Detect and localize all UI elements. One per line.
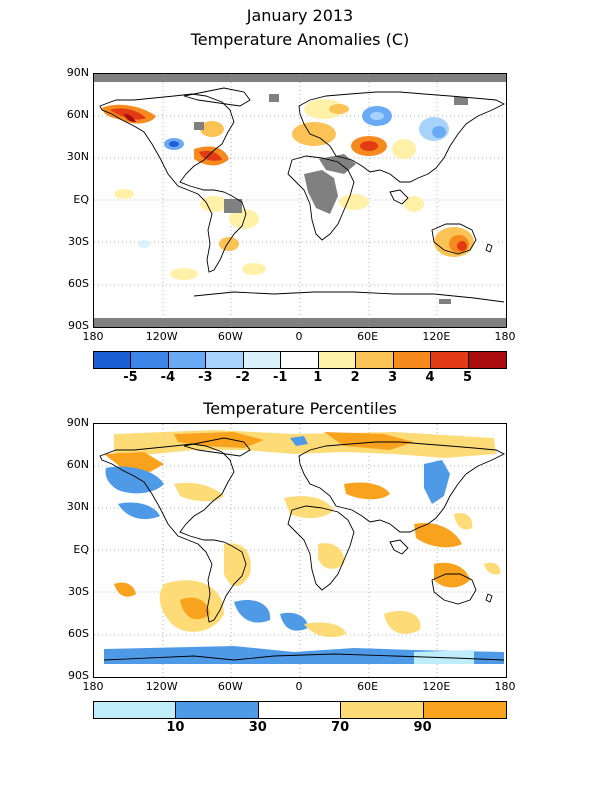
colorbar-swatch bbox=[206, 352, 244, 368]
lat-tick-label: EQ bbox=[73, 192, 89, 206]
colorbar-label: 70 bbox=[331, 720, 350, 735]
colorbar-label: 30 bbox=[248, 720, 267, 735]
colorbar-swatch bbox=[94, 352, 132, 368]
lon-tick-label: 120W bbox=[145, 680, 178, 693]
colorbar-label: -4 bbox=[160, 370, 176, 385]
anomaly-panel-title: Temperature Anomalies (C) bbox=[190, 30, 410, 49]
colorbar-swatch bbox=[468, 352, 506, 368]
lat-tick-label: 60S bbox=[68, 276, 89, 290]
colorbar-label: 2 bbox=[350, 370, 360, 385]
anomaly-colorbar bbox=[93, 351, 507, 369]
colorbar-label: -3 bbox=[198, 370, 213, 385]
colorbar-swatch bbox=[94, 702, 177, 718]
lon-tick-label: 0 bbox=[295, 330, 303, 343]
percentile-colorbar bbox=[93, 701, 507, 719]
colorbar-swatch bbox=[168, 352, 207, 368]
lat-tick-label: 30N bbox=[66, 150, 89, 164]
lon-tick-label: 180 bbox=[494, 330, 516, 343]
colorbar-swatch bbox=[176, 702, 259, 718]
lon-tick-label: 0 bbox=[295, 680, 303, 693]
colorbar-label: 4 bbox=[425, 370, 435, 385]
lon-tick-label: 120E bbox=[422, 330, 451, 343]
colorbar-swatch bbox=[258, 702, 342, 718]
lon-tick-label: 180 bbox=[82, 680, 104, 693]
colorbar-swatch bbox=[318, 352, 357, 368]
lat-tick-label: 60N bbox=[66, 458, 89, 472]
colorbar-label: -1 bbox=[273, 370, 288, 385]
colorbar-label: -5 bbox=[123, 370, 138, 385]
colorbar-label: -2 bbox=[235, 370, 251, 385]
colorbar-swatch bbox=[423, 702, 506, 718]
map-gridlines bbox=[94, 74, 506, 327]
anomaly-map bbox=[93, 73, 507, 328]
colorbar-label: 1 bbox=[313, 370, 323, 385]
colorbar-swatch bbox=[131, 352, 169, 368]
lon-tick-label: 60W bbox=[217, 680, 243, 693]
colorbar-swatch bbox=[243, 352, 282, 368]
lat-tick-label: EQ bbox=[73, 542, 89, 556]
lat-tick-label: 30N bbox=[66, 500, 89, 514]
coastlines bbox=[99, 437, 506, 661]
lat-tick-label: 90N bbox=[66, 66, 89, 79]
percentile-panel-title: Temperature Percentiles bbox=[203, 399, 397, 418]
lat-tick-label: 60N bbox=[66, 108, 89, 122]
colorbar-label: 10 bbox=[166, 720, 185, 735]
lat-tick-label: 30S bbox=[68, 584, 89, 598]
anomaly-shading bbox=[102, 99, 474, 280]
lon-tick-label: 120E bbox=[422, 680, 451, 693]
lon-tick-label: 60E bbox=[357, 680, 379, 693]
colorbar-swatch bbox=[341, 702, 424, 718]
colorbar-swatch bbox=[431, 352, 469, 368]
lon-tick-label: 180 bbox=[82, 330, 104, 343]
colorbar-label: 5 bbox=[463, 370, 473, 385]
lat-tick-label: 60S bbox=[68, 626, 89, 640]
percentile-shading bbox=[104, 430, 504, 664]
colorbar-swatch bbox=[393, 352, 432, 368]
lon-tick-label: 120W bbox=[145, 330, 178, 343]
coastlines bbox=[99, 87, 506, 303]
percentile-map bbox=[93, 423, 507, 678]
lat-tick-label: 30S bbox=[68, 234, 89, 248]
colorbar-label: 90 bbox=[413, 720, 432, 735]
lon-tick-label: 60E bbox=[357, 330, 379, 343]
lon-tick-label: 180 bbox=[494, 680, 516, 693]
lat-tick-label: 90S bbox=[68, 669, 89, 682]
figure-title: January 2013 bbox=[246, 6, 354, 25]
colorbar-label: 3 bbox=[388, 370, 398, 385]
colorbar-swatch bbox=[281, 352, 319, 368]
lon-tick-label: 60W bbox=[217, 330, 243, 343]
lat-tick-label: 90S bbox=[68, 319, 89, 332]
colorbar-swatch bbox=[356, 352, 394, 368]
lat-tick-label: 90N bbox=[66, 416, 89, 429]
